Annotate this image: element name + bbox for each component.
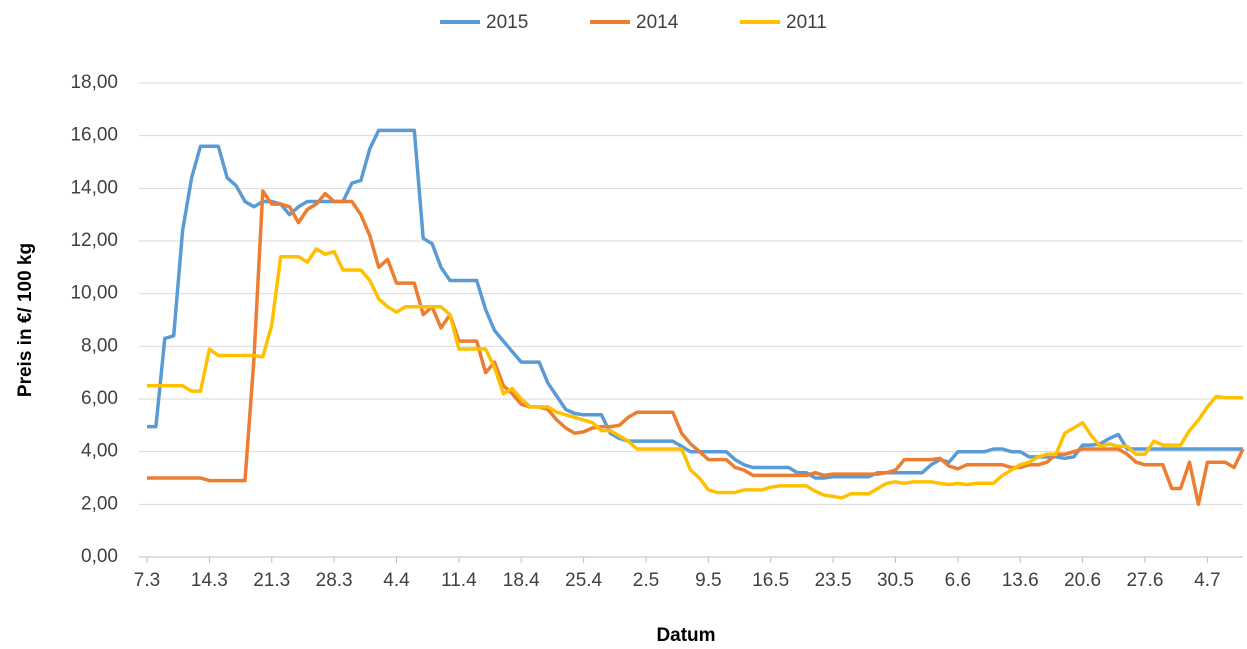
x-tick-label: 23.5 bbox=[815, 570, 852, 591]
x-tick-label: 14.3 bbox=[191, 570, 228, 591]
x-tick-label: 20.6 bbox=[1064, 570, 1101, 591]
x-tick-label: 4.4 bbox=[383, 570, 410, 591]
series-line bbox=[147, 128, 1243, 480]
x-tick-label: 16.5 bbox=[752, 570, 789, 591]
x-tick-label: 13.6 bbox=[1002, 570, 1039, 591]
y-tick-label: 8,00 bbox=[81, 335, 118, 356]
legend-label: 2014 bbox=[636, 12, 679, 33]
x-tick-label: 7.3 bbox=[134, 570, 160, 591]
x-tick-label: 11.4 bbox=[441, 570, 477, 591]
x-axis-title: Datum bbox=[656, 625, 715, 646]
y-tick-label: 0,00 bbox=[81, 546, 118, 567]
y-tick-label: 2,00 bbox=[81, 493, 118, 514]
y-tick-label: 14,00 bbox=[70, 177, 118, 198]
y-tick-label: 6,00 bbox=[81, 388, 118, 409]
y-tick-label: 4,00 bbox=[81, 441, 118, 462]
x-tick-label: 4.7 bbox=[1194, 570, 1220, 591]
x-tick-label: 6.6 bbox=[945, 570, 971, 591]
legend-label: 2015 bbox=[486, 12, 528, 33]
x-tick-label: 18.4 bbox=[503, 570, 540, 591]
x-tick-label: 2.5 bbox=[633, 570, 659, 591]
series-line bbox=[147, 189, 1245, 507]
series-line bbox=[147, 247, 1243, 500]
x-tick-label: 28.3 bbox=[316, 570, 353, 591]
y-tick-label: 10,00 bbox=[70, 283, 118, 304]
legend-label: 2011 bbox=[786, 12, 827, 33]
x-tick-label: 27.6 bbox=[1126, 570, 1163, 591]
x-tick-label: 9.5 bbox=[695, 570, 721, 591]
x-tick-label: 21.3 bbox=[253, 570, 290, 591]
y-tick-label: 16,00 bbox=[70, 125, 118, 146]
y-tick-label: 12,00 bbox=[70, 230, 118, 251]
x-tick-label: 30.5 bbox=[877, 570, 914, 591]
y-axis-title: Preis in €/ 100 kg bbox=[15, 243, 36, 397]
y-tick-label: 18,00 bbox=[70, 72, 118, 93]
x-tick-label: 25.4 bbox=[565, 570, 602, 591]
